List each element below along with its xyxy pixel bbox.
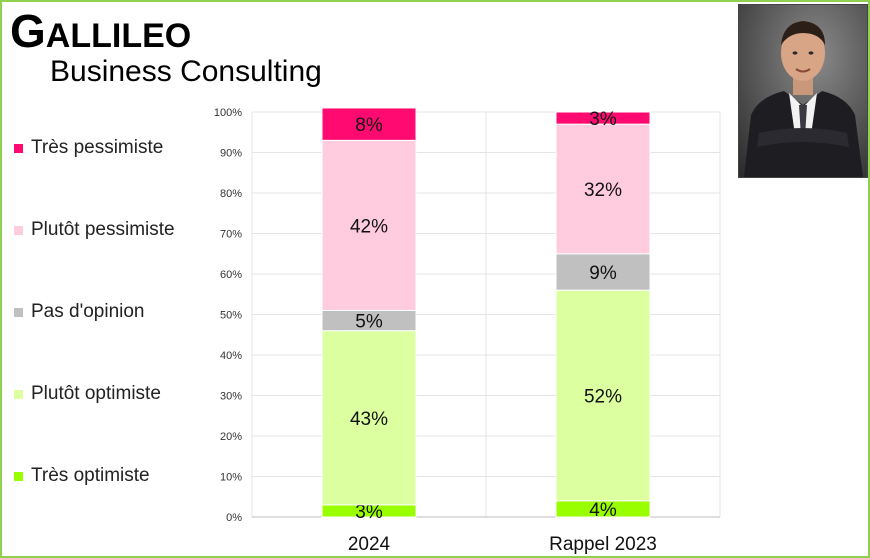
y-tick-label: 30% — [220, 391, 242, 403]
legend-label: Pas d'opinion — [31, 301, 145, 322]
legend-label: Plutôt pessimiste — [31, 219, 175, 240]
legend-label: Très pessimiste — [31, 137, 164, 158]
bar-segment — [555, 111, 651, 125]
y-tick-label: 80% — [220, 188, 242, 200]
brand-title-initial: G — [10, 5, 46, 57]
brand-subtitle: Business Consulting — [50, 55, 322, 88]
legend-swatch — [14, 471, 23, 481]
legend-swatch — [14, 225, 23, 235]
legend-swatch — [14, 307, 23, 317]
legend-label: Plutôt optimiste — [31, 383, 161, 404]
data-label: 9% — [589, 263, 617, 284]
data-label: 32% — [584, 180, 622, 201]
y-tick-label: 40% — [220, 350, 242, 362]
bar-segment — [321, 330, 417, 506]
legend-item-pas-d-opinion: Pas d'opinion — [14, 301, 145, 323]
bar-segment — [555, 123, 651, 255]
data-label: 3% — [589, 109, 617, 130]
person-portrait-icon — [738, 4, 868, 178]
y-tick-label: 10% — [220, 472, 242, 484]
y-tick-label: 60% — [220, 269, 242, 281]
data-label: 3% — [355, 502, 383, 523]
bar-segment — [555, 289, 651, 502]
legend-item-tres-pessimiste: Très pessimiste — [14, 137, 163, 159]
legend-item-plutot-optimiste: Plutôt optimiste — [14, 383, 161, 405]
y-tick-label: 90% — [220, 148, 242, 160]
data-label: 4% — [589, 500, 617, 521]
x-tick-label: Rappel 2023 — [549, 534, 657, 555]
y-tick-label: 50% — [220, 310, 242, 322]
legend-item-tres-optimiste: Très optimiste — [14, 465, 150, 487]
data-label: 43% — [350, 409, 388, 430]
data-label: 5% — [355, 312, 383, 333]
x-tick-label: 2024 — [348, 534, 391, 555]
chart-legend: Très pessimiste Plutôt pessimiste Pas d'… — [14, 0, 214, 558]
legend-label: Très optimiste — [31, 465, 150, 486]
data-label: 52% — [584, 387, 622, 408]
y-tick-label: 100% — [214, 107, 242, 119]
y-tick-label: 20% — [220, 431, 242, 443]
bar-segment — [555, 253, 651, 291]
y-tick-label: 0% — [226, 512, 242, 524]
brand-title-rest: ALLILEO — [45, 17, 192, 55]
bar-segment — [321, 139, 417, 311]
brand-title: GALLILEO — [10, 8, 191, 54]
data-label: 42% — [350, 216, 388, 237]
bar-segment — [321, 107, 417, 141]
legend-swatch — [14, 389, 23, 399]
legend-item-plutot-pessimiste: Plutôt pessimiste — [14, 219, 175, 241]
legend-swatch — [14, 143, 23, 153]
data-label: 8% — [355, 115, 383, 136]
y-tick-label: 70% — [220, 229, 242, 241]
